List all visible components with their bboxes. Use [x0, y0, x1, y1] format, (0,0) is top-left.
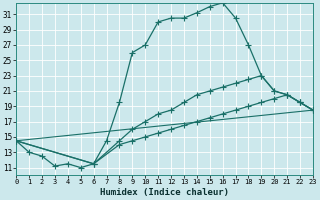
- X-axis label: Humidex (Indice chaleur): Humidex (Indice chaleur): [100, 188, 229, 197]
